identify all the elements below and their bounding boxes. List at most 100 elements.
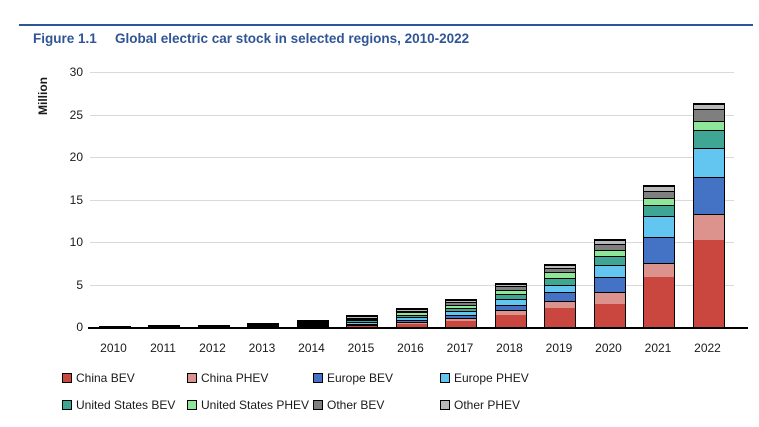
segment-china-bev [446,321,476,327]
segment-united-states-bev [644,205,674,217]
segment-europe-phev [297,323,328,325]
segment-china-bev [594,304,625,327]
x-tick-label: 2011 [150,341,176,355]
segment-china-phev [396,322,427,324]
segment-china-phev [644,262,674,277]
legend-label: Europe PHEV [454,371,529,385]
legend-swatch-icon [187,400,197,410]
x-tick-label: 2014 [298,341,325,355]
gridline-20 [90,157,734,158]
segment-europe-bev [297,324,328,326]
segment-europe-bev [198,325,229,326]
x-tick-label: 2010 [100,341,127,355]
legend-label: United States BEV [76,398,176,412]
segment-china-phev [149,326,179,327]
x-tick-label: 2019 [545,341,573,355]
segment-other-phev [594,240,625,245]
segment-other-bev [693,109,724,121]
bar-2018 [494,282,527,328]
segment-china-bev [396,323,427,327]
legend-swatch-icon [440,373,450,383]
segment-other-phev [347,316,377,318]
segment-china-phev [297,325,328,327]
segment-united-states-bev [396,314,427,318]
segment-china-phev [594,291,625,305]
segment-europe-phev [446,311,476,315]
segment-china-bev [495,314,526,327]
segment-united-states-bev [545,277,575,286]
segment-china-phev [446,318,476,322]
bar-2016 [395,308,428,328]
segment-united-states-phev [545,272,575,278]
segment-united-states-phev [644,198,674,206]
segment-other-bev [495,286,526,290]
bar-2021 [643,185,675,328]
segment-europe-phev [347,321,377,324]
segment-europe-phev [396,317,427,320]
segment-europe-bev [446,314,476,319]
segment-other-bev [594,244,625,251]
x-tick-label: 2013 [248,341,276,355]
bar-2019 [544,264,576,328]
segment-united-states-phev [693,120,724,130]
y-tick-label: 25 [69,107,83,122]
segment-europe-phev [644,216,674,237]
gridline-30 [90,72,734,73]
segment-other-phev [644,186,674,191]
legend-item-united-states-bev: United States BEV [62,398,175,412]
gridline-10 [90,242,734,243]
gridline-25 [90,114,734,116]
segment-europe-phev [594,265,625,278]
legend-item-china-bev: China BEV [62,371,135,385]
gridline-15 [90,199,734,201]
header-rule [19,24,753,26]
segment-europe-bev [594,277,625,292]
x-tick-label: 2017 [446,341,474,355]
bar-2011 [148,325,180,328]
bar-2020 [593,239,626,328]
legend-label: United States PHEV [201,398,310,412]
legend-item-europe-bev: Europe BEV [313,371,393,385]
x-tick-label: 2012 [199,341,226,355]
x-tick-label: 2015 [347,341,375,355]
segment-other-phev [693,104,724,110]
legend-swatch-icon [62,373,72,383]
legend-label: China PHEV [201,371,269,385]
bar-2012 [197,324,230,328]
legend-swatch-icon [187,373,197,383]
segment-europe-bev [347,323,377,326]
segment-other-bev [347,317,377,319]
segment-china-bev [545,307,575,327]
segment-united-states-bev [347,320,377,322]
x-tick-label: 2020 [595,341,622,355]
figure-number: Figure 1.1 [33,31,97,46]
segment-other-phev [446,300,476,303]
legend-label: Europe BEV [327,371,394,385]
segment-china-bev [644,276,674,327]
segment-europe-bev [545,292,575,301]
segment-china-phev [198,325,229,327]
legend-swatch-icon [313,400,323,410]
segment-other-bev [446,302,476,305]
segment-europe-phev [545,285,575,293]
segment-europe-bev [396,319,427,323]
legend-swatch-icon [440,400,450,410]
segment-china-phev [545,300,575,308]
legend-item-united-states-phev: United States PHEV [187,398,309,412]
legend-label: Other PHEV [454,398,521,412]
segment-united-states-phev [396,312,427,315]
x-tick-label: 2016 [397,341,424,355]
legend-item-europe-phev: Europe PHEV [440,371,529,385]
segment-united-states-bev [594,256,625,266]
legend-swatch-icon [62,400,72,410]
x-tick-label: 2021 [644,341,672,355]
segment-europe-bev [248,324,278,326]
segment-china-phev [495,309,526,315]
figure-title: Global electric car stock in selected re… [115,31,470,46]
y-tick-label: 0 [76,320,83,334]
segment-europe-phev [248,323,278,325]
gridline-5 [90,284,734,286]
y-tick-label: 10 [69,235,83,249]
segment-europe-bev [495,304,526,310]
